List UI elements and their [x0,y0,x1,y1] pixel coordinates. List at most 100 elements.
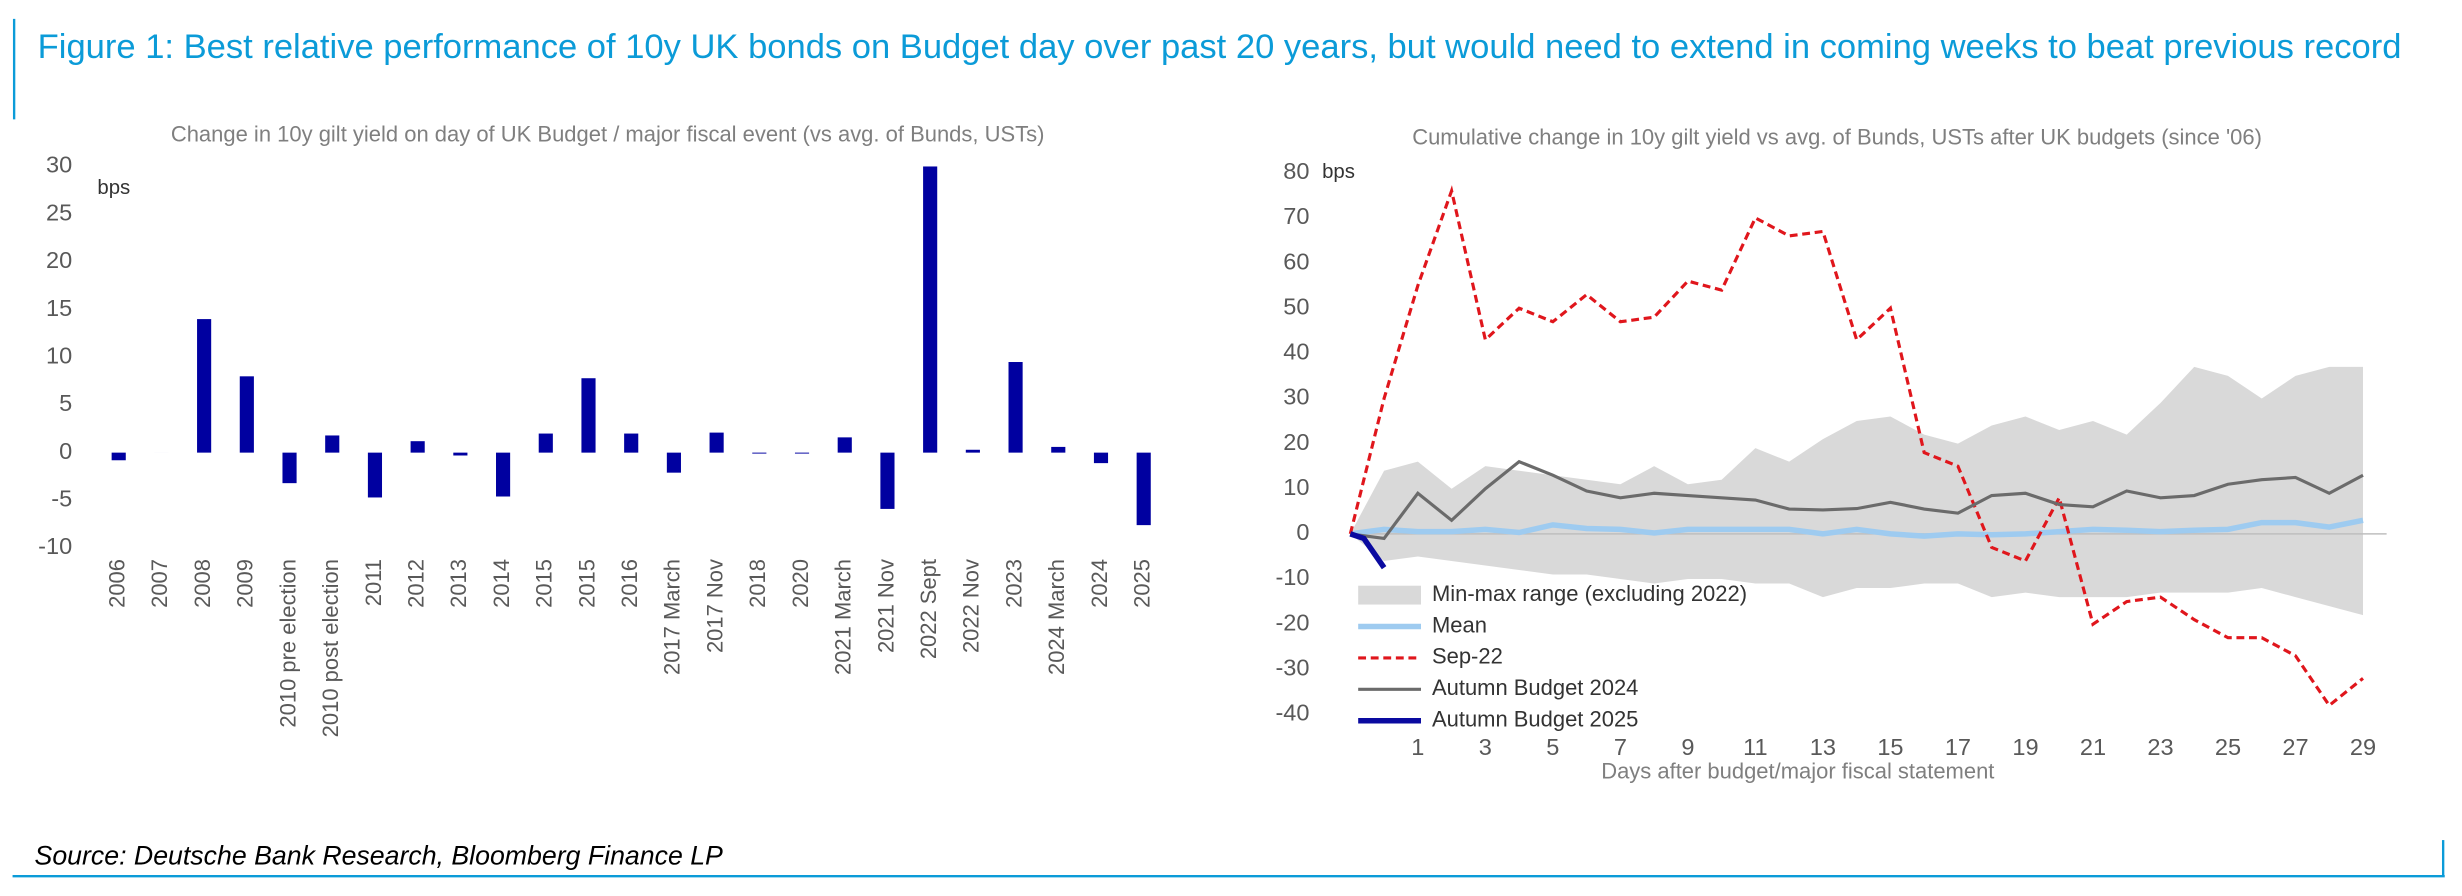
y-tick-label: 40 [1283,339,1309,365]
bar [1136,452,1151,526]
x-tick-label: 1 [1411,734,1424,760]
y-tick-label: 15 [46,295,72,321]
x-tick-label: 2017 March [660,559,685,675]
x-tick-label: 2007 [147,559,172,608]
x-tick-label: 2025 [1130,559,1155,608]
left-title-box: Change in 10y gilt yield on day of UK Bu… [170,120,1045,147]
bar [1051,446,1066,453]
y-tick-label: 20 [1283,429,1309,455]
series-line [1349,517,2364,539]
x-tick-label: 2021 March [831,559,856,675]
x-tick-label: 2018 [745,559,770,608]
figure-title: Figure 1: Best relative performance of 1… [37,26,2402,66]
legend-label: Autumn Budget 2024 [1432,675,1638,700]
x-tick-label: 29 [2350,734,2376,760]
legend-swatch [1358,585,1421,605]
x-tick-label: 2009 [233,559,258,608]
legend-label: Min-max range (excluding 2022) [1432,581,1747,606]
y-tick-label: -30 [1275,655,1309,681]
x-tick-label: 2010 post election [318,559,343,737]
bar [1093,452,1109,464]
bar [1008,362,1023,453]
bar [752,452,767,454]
y-tick-label: -10 [38,533,72,559]
bar [794,452,810,454]
y-tick-label: 70 [1283,203,1309,229]
legend-label: Sep-22 [1432,644,1503,669]
x-tick-label: 15 [1877,734,1903,760]
y-tick-label: 0 [59,438,72,464]
source: Source: Deutsche Bank Research, Bloomber… [35,840,724,870]
x-tick-label: 2011 [361,559,386,606]
x-tick-label: 2014 [489,559,514,608]
y-tick-label: 20 [46,247,72,273]
y-tick-label: 30 [46,152,72,178]
x-tick-label: 2024 March [1044,559,1069,675]
y-tick-label: -5 [51,486,72,512]
x-tick-label: 11 [1743,734,1767,760]
bar [197,319,212,453]
x-tick-label: 5 [1546,734,1559,760]
x-tick-label: 27 [2282,734,2308,760]
title-box: Figure 1: Best relative performance of 1… [37,26,2402,66]
x-tick-label: 2023 [1001,559,1026,608]
series-line [1350,459,2364,541]
x-tick-label: 2017 Nov [702,559,727,653]
x-tick-label: 2022 Sept [916,559,941,659]
x-tick-label: 2022 Nov [959,559,984,653]
x-tick-label: 2015 [574,559,599,608]
x-tick-label: 2021 Nov [873,559,898,653]
bar [325,435,340,453]
series-line [1348,185,2364,708]
y-tick-label: 5 [59,390,72,416]
x-tick-label: 2024 [1087,559,1112,608]
y-tick-label: -10 [1275,564,1309,590]
chart-title: Change in 10y gilt yield on day of UK Bu… [170,120,1045,147]
y-tick-label: 10 [1283,474,1309,500]
y-tick-label: 10 [46,342,72,368]
bar [410,441,425,453]
bar [666,452,681,473]
x-tick-label: 19 [2012,734,2038,760]
x-tick-label: 25 [2215,734,2241,760]
x-tick-label: 2010 pre election [275,559,300,728]
x-tick-label: 2012 [403,559,428,608]
bar [923,166,938,453]
legend-label: Mean [1432,612,1487,637]
legend-label: Autumn Budget 2025 [1432,707,1638,732]
right-title-box: Cumulative change in 10y gilt yield vs a… [1412,124,2262,150]
bar [538,433,553,453]
x-tick-label: 23 [2147,734,2173,760]
bar [496,452,511,497]
y-tick-label: 50 [1283,293,1309,319]
x-tick-label: 13 [1810,734,1836,760]
bar [239,376,254,453]
x-tick-label: 2008 [190,559,215,608]
x-tick-label: 2020 [788,559,813,608]
bar [880,452,895,509]
bar [111,452,126,461]
bar [624,433,639,453]
y-tick-label: -40 [1275,700,1309,726]
y-tick-label: 30 [1283,384,1309,410]
x-tick-label: 17 [1945,734,1971,760]
range-band [1350,366,2364,616]
chart-title: Cumulative change in 10y gilt yield vs a… [1412,124,2262,150]
bar [367,452,383,498]
y-tick-label: 80 [1283,158,1309,184]
y-tick-label: 60 [1283,248,1309,274]
x-tick-label: 7 [1614,734,1627,760]
x-tick-label: 2013 [446,559,471,608]
x-tick-label: 2006 [105,559,130,608]
series-line [1349,531,1387,570]
x-tick-label: 2015 [532,559,557,608]
x-tick-label: 3 [1479,734,1492,760]
y-unit: bps [1322,161,1355,183]
y-tick-label: 25 [46,199,72,225]
x-axis-label: Days after budget/major fiscal statement [1601,758,1994,783]
bar [837,437,852,453]
bar [965,449,980,453]
x-tick-label: 9 [1681,734,1694,760]
